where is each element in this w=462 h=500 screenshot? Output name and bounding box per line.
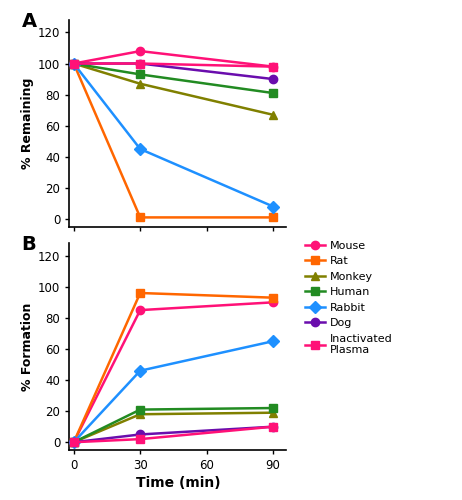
Text: B: B — [22, 235, 36, 254]
Y-axis label: % Formation: % Formation — [21, 302, 34, 391]
Legend: Mouse, Rat, Monkey, Human, Rabbit, Dog, Inactivated
Plasma: Mouse, Rat, Monkey, Human, Rabbit, Dog, … — [305, 240, 392, 356]
Text: A: A — [22, 12, 36, 30]
Y-axis label: % Remaining: % Remaining — [21, 78, 34, 169]
X-axis label: Time (min): Time (min) — [135, 476, 220, 490]
